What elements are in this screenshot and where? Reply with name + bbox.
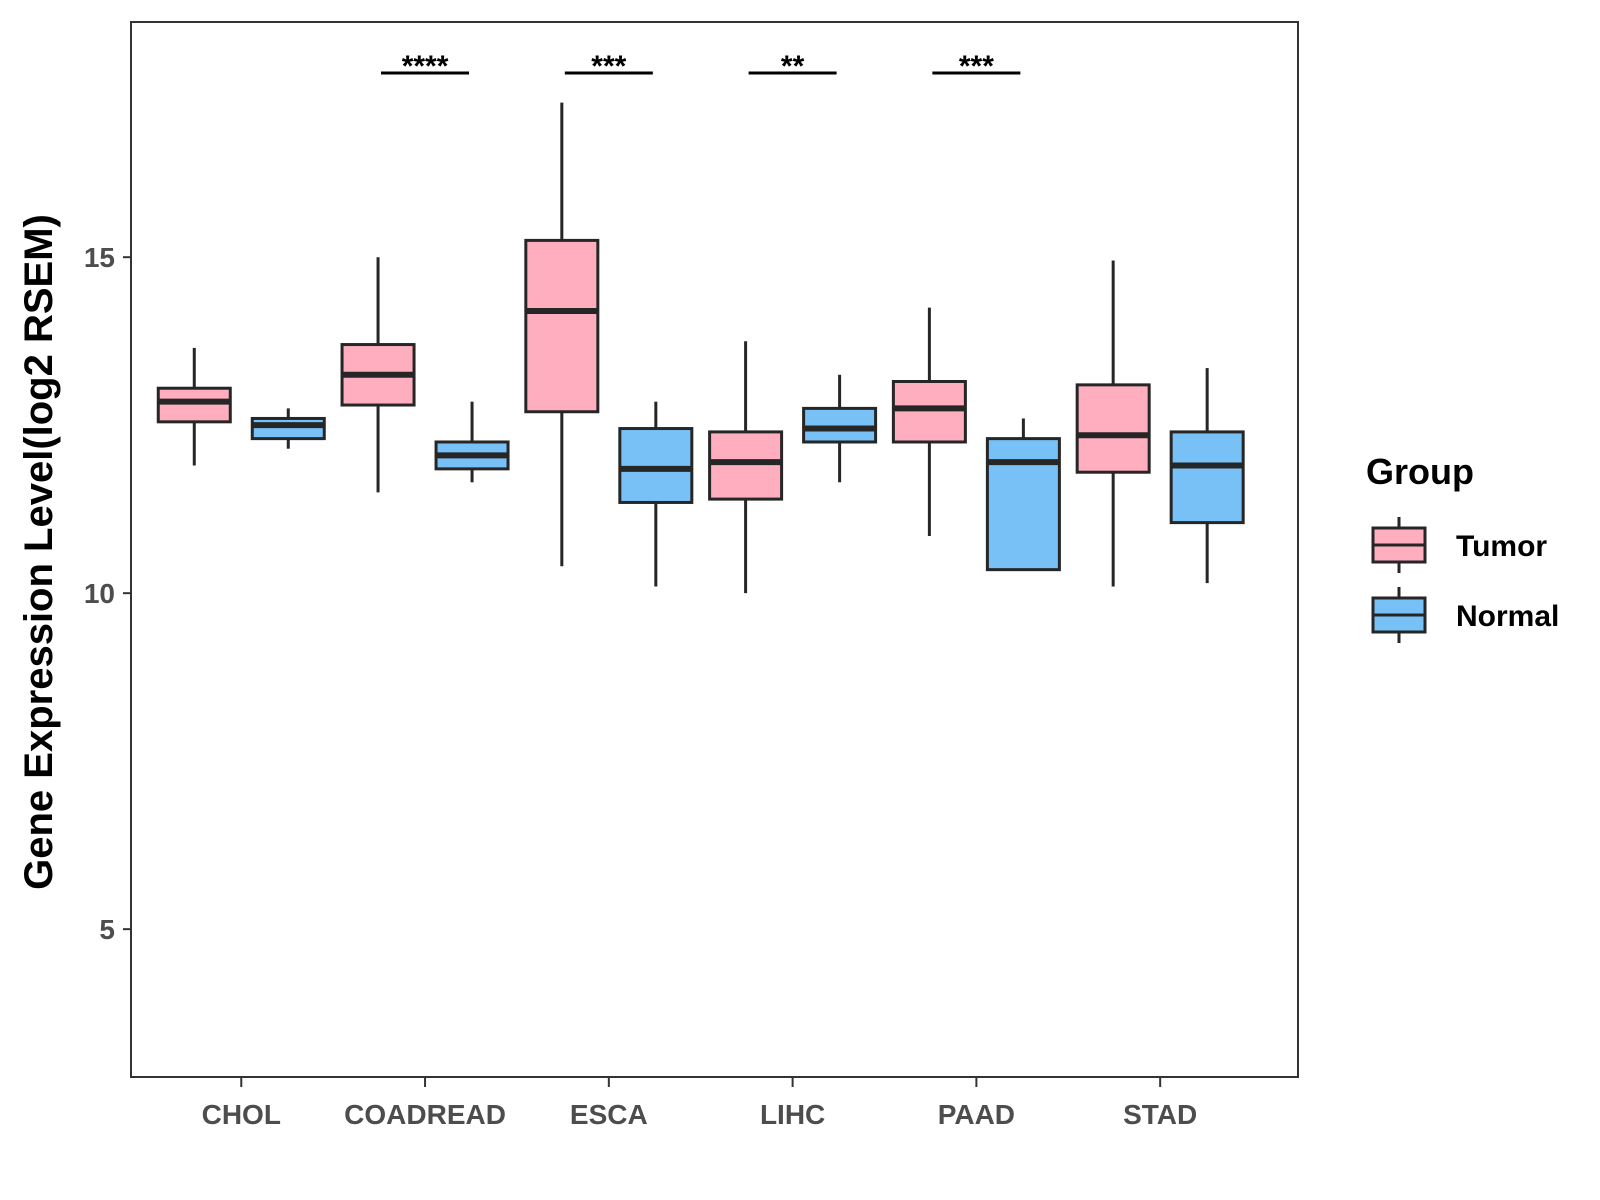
box-body: [618, 427, 694, 504]
box-body: [891, 380, 967, 444]
x-tick-label: CHOL: [202, 1099, 281, 1130]
legend: Group Tumor Normal: [1366, 451, 1559, 643]
x-tick-label: STAD: [1123, 1099, 1197, 1130]
significance-label: **: [781, 50, 805, 83]
box-normal-stad: [1169, 368, 1245, 584]
box-body: [802, 406, 878, 444]
y-axis-title: Gene Expression Level(log2 RSEM): [17, 214, 61, 890]
legend-entry-normal: Normal: [1371, 587, 1559, 643]
box-tumor-paad: [891, 307, 967, 537]
legend-label: Tumor: [1456, 530, 1547, 563]
box-body: [250, 416, 326, 441]
legend-title: Group: [1366, 451, 1474, 492]
box-tumor-esca: [524, 102, 600, 567]
x-tick-label: PAAD: [938, 1099, 1015, 1130]
x-tick-label: LIHC: [760, 1099, 825, 1130]
box-normal-chol: [250, 408, 326, 449]
box-tumor-chol: [156, 347, 232, 466]
box-normal-esca: [618, 401, 694, 587]
box-plots: [156, 102, 1245, 594]
box-tumor-lihc: [708, 341, 784, 594]
x-tick-label: COADREAD: [344, 1099, 506, 1130]
x-tick-label: ESCA: [570, 1099, 648, 1130]
y-tick-label: 15: [84, 242, 115, 273]
x-axis: CHOL COADREAD ESCA LIHC PAAD STAD: [202, 1077, 1197, 1130]
significance-label: ***: [591, 50, 626, 83]
significance-label: ****: [402, 50, 449, 83]
box-body: [1169, 430, 1245, 525]
box-body: [985, 437, 1061, 572]
box-body: [156, 386, 232, 424]
significance-annotations: **** *** ** ***: [381, 50, 1021, 83]
y-tick-label: 10: [84, 578, 115, 609]
y-tick-label: 5: [99, 914, 115, 945]
box-normal-lihc: [802, 374, 878, 483]
legend-entry-tumor: Tumor: [1371, 517, 1547, 573]
panel-border: [130, 21, 1299, 1078]
legend-label: Normal: [1456, 600, 1559, 633]
box-body: [524, 238, 600, 414]
box-body: [1075, 383, 1151, 474]
significance-label: ***: [959, 50, 994, 83]
box-normal-paad: [985, 418, 1061, 572]
box-normal-coadread: [434, 401, 510, 483]
box-tumor-stad: [1075, 260, 1151, 587]
y-axis: 5 10 15: [84, 242, 131, 945]
box-body: [708, 430, 784, 501]
box-tumor-coadread: [340, 257, 416, 493]
